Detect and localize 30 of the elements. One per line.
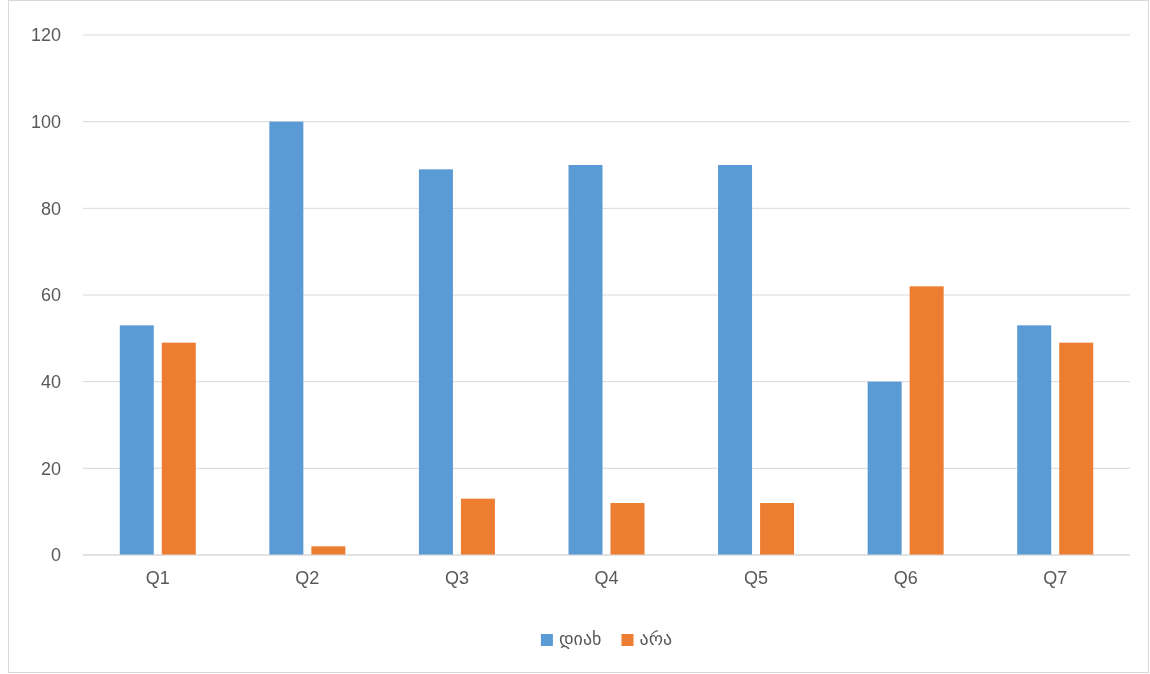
x-tick-label: Q7 — [1043, 567, 1068, 588]
y-tick-label: 120 — [30, 25, 61, 46]
bar — [1017, 325, 1052, 555]
legend-label: არა — [639, 628, 673, 649]
y-tick-label: 100 — [30, 111, 61, 132]
y-tick-label: 60 — [40, 285, 61, 306]
x-tick-label: Q1 — [145, 567, 170, 588]
x-tick-label: Q5 — [744, 567, 769, 588]
bar — [311, 546, 346, 555]
bar — [909, 286, 944, 555]
bar — [1059, 342, 1094, 555]
bar — [718, 165, 753, 555]
bar — [867, 381, 902, 555]
x-tick-label: Q6 — [893, 567, 918, 588]
x-tick-label: Q3 — [444, 567, 469, 588]
bar — [119, 325, 154, 555]
legend-label: დიახ — [558, 628, 602, 649]
bar — [269, 121, 304, 555]
bar — [418, 169, 453, 555]
y-tick-label: 40 — [40, 371, 61, 392]
bar — [610, 503, 645, 555]
y-tick-label: 20 — [40, 458, 61, 479]
bar — [460, 498, 495, 555]
x-tick-label: Q2 — [295, 567, 320, 588]
bar — [760, 503, 795, 555]
bar — [568, 165, 603, 555]
x-tick-label: Q4 — [594, 567, 619, 588]
y-tick-label: 0 — [50, 545, 61, 566]
y-tick-label: 80 — [40, 198, 61, 219]
bar — [161, 342, 196, 555]
